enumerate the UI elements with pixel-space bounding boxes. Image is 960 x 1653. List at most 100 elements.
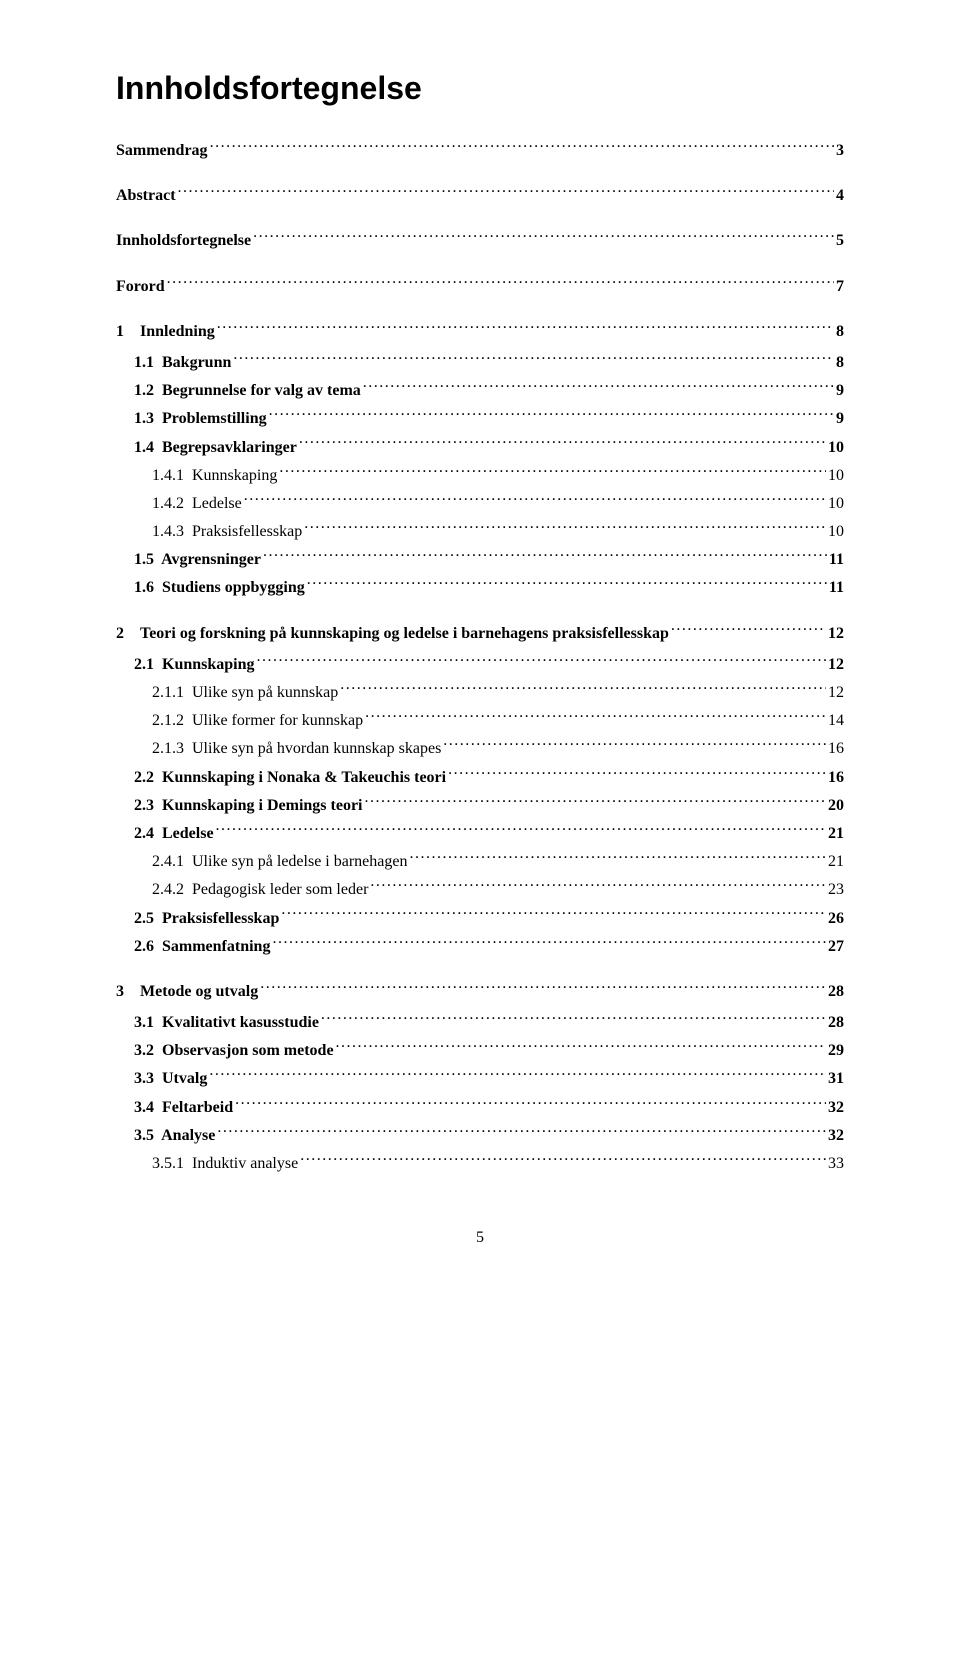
toc-leader xyxy=(209,1067,826,1083)
toc-page: 4 xyxy=(836,186,844,205)
toc-page: 12 xyxy=(828,655,844,674)
toc-page: 10 xyxy=(828,438,844,457)
toc-label: 3.2 Observasjon som metode xyxy=(134,1041,334,1060)
toc-leader xyxy=(671,622,826,638)
toc-page: 26 xyxy=(828,909,844,928)
toc-page: 33 xyxy=(828,1154,844,1173)
toc-leader xyxy=(253,229,834,245)
toc-entry: 1 Innledning8 xyxy=(116,320,844,341)
toc-label: Forord xyxy=(116,277,165,296)
toc-page: 29 xyxy=(828,1041,844,1060)
toc-page: 31 xyxy=(828,1069,844,1088)
toc-entry: 1.2 Begrunnelse for valg av tema 9 xyxy=(116,379,844,400)
toc-label: 2.4.2 Pedagogisk leder som leder xyxy=(152,880,368,899)
toc-label: 3 Metode og utvalg xyxy=(116,982,258,1001)
toc-entry: 1.1 Bakgrunn 8 xyxy=(116,351,844,372)
toc-leader xyxy=(321,1011,826,1027)
toc-leader xyxy=(365,709,826,725)
toc-page: 21 xyxy=(828,852,844,871)
toc-leader xyxy=(364,794,826,810)
toc-entry: 2.1.3 Ulike syn på hvordan kunnskap skap… xyxy=(116,737,844,758)
toc-label: 3.5.1 Induktiv analyse xyxy=(152,1154,298,1173)
toc-leader xyxy=(233,351,834,367)
toc-label: 2.2 Kunnskaping i Nonaka & Takeuchis teo… xyxy=(134,768,446,787)
toc-page: 28 xyxy=(828,982,844,1001)
toc-leader xyxy=(260,980,826,996)
toc-page: 8 xyxy=(836,353,844,372)
toc-leader xyxy=(299,436,826,452)
toc-entry: 2.5 Praksisfellesskap26 xyxy=(116,907,844,928)
toc-leader xyxy=(217,320,834,336)
toc-label: 1.3 Problemstilling xyxy=(134,409,267,428)
toc-page: 3 xyxy=(836,141,844,160)
toc-page: 11 xyxy=(829,550,844,569)
toc-label: 2.1.1 Ulike syn på kunnskap xyxy=(152,683,338,702)
toc-leader xyxy=(363,379,834,395)
toc-label: 1.4.1 Kunnskaping xyxy=(152,466,277,485)
toc-entry: 2.3 Kunnskaping i Demings teori20 xyxy=(116,794,844,815)
toc-page: 10 xyxy=(828,522,844,541)
toc-page: 7 xyxy=(836,277,844,296)
toc-page: 16 xyxy=(828,768,844,787)
toc-entry: 1.6 Studiens oppbygging 11 xyxy=(116,576,844,597)
toc-label: 2.1 Kunnskaping xyxy=(134,655,255,674)
toc-label: 1.6 Studiens oppbygging xyxy=(134,578,305,597)
toc-entry: 3.5.1 Induktiv analyse 33 xyxy=(116,1152,844,1173)
toc-label: 3.3 Utvalg xyxy=(134,1069,207,1088)
toc-leader xyxy=(370,878,826,894)
toc-entry: 1.4 Begrepsavklaringer10 xyxy=(116,436,844,457)
toc-entry: 2.1.2 Ulike former for kunnskap14 xyxy=(116,709,844,730)
toc-entry: Abstract4 xyxy=(116,184,844,205)
toc-leader xyxy=(336,1039,826,1055)
toc-leader xyxy=(269,407,834,423)
toc-leader xyxy=(217,1124,826,1140)
toc-leader xyxy=(279,464,826,480)
toc-leader xyxy=(281,907,826,923)
toc-label: 2 Teori og forskning på kunnskaping og l… xyxy=(116,624,669,643)
toc-label: 3.4 Feltarbeid xyxy=(134,1098,233,1117)
toc-label: Sammendrag xyxy=(116,141,208,160)
toc-page: 5 xyxy=(836,231,844,250)
toc-page: 32 xyxy=(828,1126,844,1145)
toc-label: 1.2 Begrunnelse for valg av tema xyxy=(134,381,361,400)
toc-entry: 3.2 Observasjon som metode 29 xyxy=(116,1039,844,1060)
toc-leader xyxy=(257,653,826,669)
toc-label: Innholdsfortegnelse xyxy=(116,231,251,250)
toc-page: 14 xyxy=(828,711,844,730)
toc-entry: 1.4.2 Ledelse10 xyxy=(116,492,844,513)
toc-page: 32 xyxy=(828,1098,844,1117)
toc-leader xyxy=(210,139,834,155)
toc-label: 2.3 Kunnskaping i Demings teori xyxy=(134,796,362,815)
toc-label: 1.1 Bakgrunn xyxy=(134,353,231,372)
page-title: Innholdsfortegnelse xyxy=(116,70,844,107)
toc-page: 12 xyxy=(828,683,844,702)
toc-label: 3.1 Kvalitativt kasusstudie xyxy=(134,1013,319,1032)
toc-entry: 2.4.1 Ulike syn på ledelse i barnehagen 2… xyxy=(116,850,844,871)
toc-entry: 2.6 Sammenfatning27 xyxy=(116,935,844,956)
toc-entry: 2.4 Ledelse21 xyxy=(116,822,844,843)
toc-entry: 1.3 Problemstilling9 xyxy=(116,407,844,428)
toc-entry: 2.2 Kunnskaping i Nonaka & Takeuchis teo… xyxy=(116,766,844,787)
toc-leader xyxy=(244,492,826,508)
toc-entry: 2.1 Kunnskaping 12 xyxy=(116,653,844,674)
toc-label: 2.4 Ledelse xyxy=(134,824,214,843)
toc-page: 11 xyxy=(829,578,844,597)
toc-page: 16 xyxy=(828,739,844,758)
toc-container: Sammendrag 3 Abstract4 Innholdsfortegnelse 5… xyxy=(116,139,844,1173)
toc-entry: 1.4.3 Praksisfellesskap10 xyxy=(116,520,844,541)
toc-label: 1.5 Avgrensninger xyxy=(134,550,261,569)
toc-leader xyxy=(443,737,826,753)
toc-entry: 2.1.1 Ulike syn på kunnskap 12 xyxy=(116,681,844,702)
toc-leader xyxy=(340,681,826,697)
toc-leader xyxy=(167,275,834,291)
toc-label: 2.1.3 Ulike syn på hvordan kunnskap skap… xyxy=(152,739,441,758)
toc-page: 9 xyxy=(836,381,844,400)
toc-entry: 3.3 Utvalg 31 xyxy=(116,1067,844,1088)
toc-leader xyxy=(235,1096,826,1112)
toc-entry: Forord 7 xyxy=(116,275,844,296)
toc-page: 10 xyxy=(828,466,844,485)
toc-page: 23 xyxy=(828,880,844,899)
toc-entry: 2.4.2 Pedagogisk leder som leder 23 xyxy=(116,878,844,899)
toc-label: 2.4.1 Ulike syn på ledelse i barnehagen xyxy=(152,852,407,871)
toc-leader xyxy=(409,850,826,866)
